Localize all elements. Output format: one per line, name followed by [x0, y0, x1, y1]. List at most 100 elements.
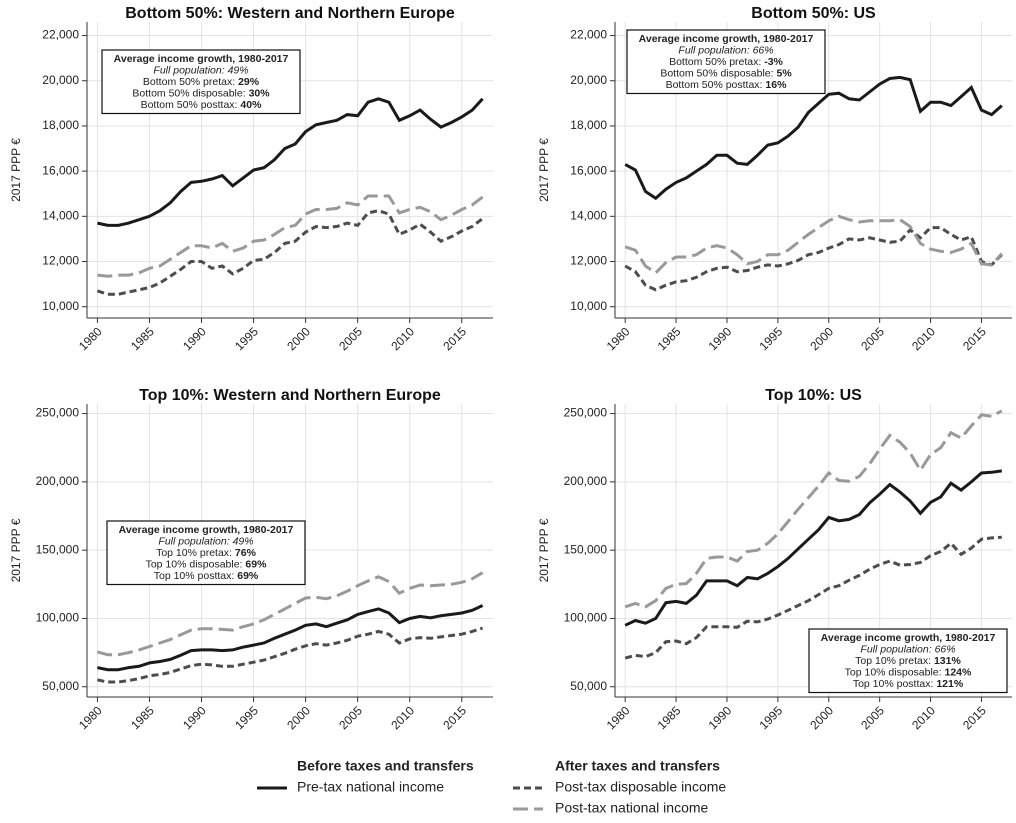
annotation-box — [808, 628, 1008, 694]
y-tick-label: 18,000 — [42, 118, 79, 132]
series-line — [624, 535, 1002, 660]
annotation-text: Bottom 50% disposable: — [132, 87, 245, 99]
annotation-line: Top 10% posttax: 69% — [154, 570, 259, 582]
annotation-line: Full population: 49% — [158, 535, 253, 547]
x-tick-label: 2000 — [284, 703, 313, 732]
annotation-value: 121% — [936, 678, 964, 690]
chart-title: Bottom 50%: Western and Northern Europe — [125, 5, 455, 22]
annotation-line: Bottom 50% disposable: 30% — [132, 87, 270, 99]
annotation-line: Top 10% disposable: 69% — [146, 558, 268, 570]
x-tick-label: 1985 — [655, 324, 684, 353]
series-line — [624, 226, 1003, 292]
annotation-text: Full population: — [678, 44, 749, 56]
legend-label: Post-tax national income — [555, 800, 709, 816]
y-tick-label: 12,000 — [42, 254, 79, 268]
annotation-title: Average income growth, 1980-2017 — [114, 53, 289, 65]
x-tick-label: 1995 — [756, 324, 785, 353]
x-tick-label: 2010 — [388, 703, 417, 732]
annotation-line: Bottom 50% posttax: 40% — [141, 99, 262, 111]
annotation-value: 131% — [934, 655, 962, 667]
chart-title: Bottom 50%: US — [751, 5, 876, 22]
legend-label: Post-tax disposable income — [555, 779, 726, 795]
x-tick-label: 1985 — [128, 324, 157, 353]
x-tick-label: 2015 — [960, 703, 989, 732]
annotation-line: Top 10% pretax: 131% — [855, 655, 961, 667]
y-tick-label: 200,000 — [564, 474, 608, 488]
x-tick-label: 1990 — [706, 703, 735, 732]
y-tick-label: 250,000 — [564, 406, 608, 420]
series-line — [97, 604, 484, 672]
annotation-text: Bottom 50% disposable: — [660, 67, 773, 79]
annotation-line: Full population: 66% — [860, 643, 955, 655]
annotation-box — [626, 29, 826, 95]
annotation-line: Bottom 50% disposable: 5% — [660, 67, 792, 79]
legend-header: Before taxes and transfers — [297, 758, 474, 774]
annotation-value: 5% — [776, 67, 792, 79]
series-line — [624, 214, 1003, 275]
y-tick-label: 16,000 — [42, 163, 79, 177]
y-axis-label: 2017 PPP € — [9, 138, 23, 202]
x-tick-label: 2015 — [960, 324, 989, 353]
x-tick-label: 1980 — [76, 324, 105, 353]
annotation-text: Bottom 50% pretax: — [143, 76, 235, 88]
annotation-text: Top 10% pretax: — [156, 547, 232, 559]
x-tick-label: 1980 — [604, 324, 633, 353]
annotation-line: Full population: 66% — [678, 44, 773, 56]
y-tick-label: 14,000 — [570, 208, 607, 222]
legend-label: Pre-tax national income — [297, 779, 444, 795]
y-tick-label: 20,000 — [42, 73, 79, 87]
y-axis-label: 2017 PPP € — [9, 518, 23, 582]
annotation-value: 76% — [235, 547, 257, 559]
series-line — [97, 194, 484, 278]
x-tick-label: 1995 — [232, 703, 261, 732]
x-tick-label: 1990 — [180, 703, 209, 732]
y-tick-label: 10,000 — [570, 299, 607, 313]
annotation-text: Top 10% disposable: — [146, 558, 243, 570]
annotation-box — [106, 520, 306, 586]
chart-title: Top 10%: Western and Northern Europe — [139, 387, 441, 404]
y-tick-label: 22,000 — [570, 28, 607, 42]
y-tick-label: 22,000 — [42, 28, 79, 42]
annotation-value: 40% — [240, 99, 262, 111]
annotation-value: 124% — [944, 666, 972, 678]
x-tick-label: 2000 — [284, 324, 313, 353]
x-tick-label: 2005 — [336, 324, 365, 353]
x-tick-label: 2005 — [858, 703, 887, 732]
x-tick-label: 1985 — [128, 703, 157, 732]
annotation-value: 66% — [935, 643, 956, 655]
x-tick-label: 2010 — [388, 324, 417, 353]
annotation-text: Top 10% disposable: — [845, 666, 942, 678]
y-tick-label: 12,000 — [570, 254, 607, 268]
y-tick-label: 250,000 — [36, 406, 80, 420]
annotation-text: Top 10% posttax: — [154, 570, 235, 582]
x-tick-label: 2005 — [336, 703, 365, 732]
series-line — [624, 409, 1003, 609]
y-tick-label: 100,000 — [564, 611, 608, 625]
y-tick-label: 20,000 — [570, 73, 607, 87]
annotation-line: Bottom 50% posttax: 16% — [666, 79, 787, 91]
y-axis-label: 2017 PPP € — [537, 138, 551, 202]
x-tick-label: 2000 — [807, 703, 836, 732]
annotation-text: Full population: — [153, 64, 224, 76]
annotation-line: Bottom 50% pretax: -3% — [669, 56, 783, 68]
annotation-line: Bottom 50% pretax: 29% — [143, 76, 260, 88]
annotation-line: Top 10% disposable: 124% — [845, 666, 972, 678]
annotation-text: Top 10% posttax: — [853, 678, 934, 690]
annotation-text: Bottom 50% pretax: — [669, 56, 761, 68]
annotation-value: 49% — [233, 535, 254, 547]
annotation-text: Bottom 50% posttax: — [141, 99, 238, 111]
y-tick-label: 10,000 — [42, 299, 79, 313]
annotation-line: Top 10% pretax: 76% — [156, 547, 256, 559]
annotation-value: 66% — [753, 44, 774, 56]
series-line — [96, 209, 484, 296]
x-tick-label: 2010 — [909, 703, 938, 732]
annotation-value: 16% — [765, 79, 787, 91]
annotation-text: Full population: — [158, 535, 229, 547]
x-tick-label: 2000 — [807, 324, 836, 353]
annotation-text: Full population: — [860, 643, 931, 655]
y-tick-label: 18,000 — [570, 118, 607, 132]
y-axis-label: 2017 PPP € — [537, 518, 551, 582]
annotation-title: Average income growth, 1980-2017 — [119, 524, 294, 536]
series-line — [97, 97, 484, 227]
